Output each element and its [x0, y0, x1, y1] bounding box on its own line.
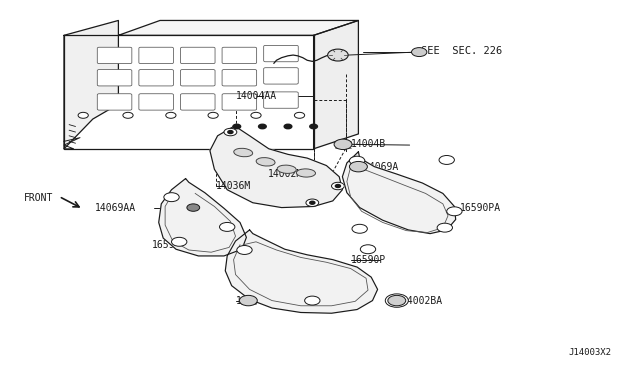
- Text: 16590P: 16590P: [351, 255, 386, 264]
- Text: 16590PA: 16590PA: [460, 203, 500, 212]
- Circle shape: [284, 124, 292, 129]
- Polygon shape: [159, 179, 246, 256]
- Text: 14069A: 14069A: [364, 162, 399, 171]
- Circle shape: [78, 112, 88, 118]
- FancyBboxPatch shape: [180, 94, 215, 110]
- Circle shape: [220, 222, 235, 231]
- Circle shape: [187, 204, 200, 211]
- Circle shape: [360, 245, 376, 254]
- Circle shape: [412, 48, 427, 57]
- Circle shape: [349, 161, 367, 172]
- Circle shape: [335, 185, 340, 187]
- Polygon shape: [314, 20, 358, 149]
- Circle shape: [334, 139, 352, 150]
- Circle shape: [294, 112, 305, 118]
- Polygon shape: [210, 126, 342, 208]
- Text: 14004B: 14004B: [351, 140, 386, 149]
- Polygon shape: [342, 152, 456, 234]
- Circle shape: [172, 237, 187, 246]
- FancyBboxPatch shape: [97, 94, 132, 110]
- Circle shape: [328, 49, 348, 61]
- FancyBboxPatch shape: [97, 70, 132, 86]
- FancyBboxPatch shape: [222, 70, 257, 86]
- FancyBboxPatch shape: [264, 68, 298, 84]
- Circle shape: [305, 296, 320, 305]
- Circle shape: [352, 224, 367, 233]
- Circle shape: [332, 182, 344, 190]
- FancyBboxPatch shape: [264, 45, 298, 62]
- Circle shape: [233, 124, 241, 129]
- FancyBboxPatch shape: [139, 47, 173, 64]
- Text: FRONT: FRONT: [24, 193, 54, 203]
- Ellipse shape: [256, 158, 275, 166]
- Circle shape: [224, 128, 237, 136]
- FancyBboxPatch shape: [264, 92, 298, 108]
- Text: 14004AD: 14004AD: [236, 296, 276, 305]
- Circle shape: [388, 295, 406, 306]
- Polygon shape: [225, 230, 378, 313]
- Ellipse shape: [277, 165, 296, 173]
- Circle shape: [259, 124, 266, 129]
- Text: 14036M: 14036M: [216, 181, 252, 191]
- Text: 14002M: 14002M: [268, 169, 303, 179]
- Text: 14004AA: 14004AA: [236, 91, 276, 101]
- FancyBboxPatch shape: [139, 94, 173, 110]
- Ellipse shape: [296, 169, 316, 177]
- Text: J14003X2: J14003X2: [568, 348, 611, 357]
- Text: 14069AA: 14069AA: [95, 203, 136, 212]
- Circle shape: [164, 193, 179, 202]
- Circle shape: [310, 201, 315, 204]
- FancyBboxPatch shape: [139, 70, 173, 86]
- Circle shape: [208, 112, 218, 118]
- Circle shape: [228, 131, 233, 134]
- Circle shape: [306, 199, 319, 206]
- Circle shape: [310, 124, 317, 129]
- Text: 14002BA: 14002BA: [402, 296, 443, 305]
- Circle shape: [123, 112, 133, 118]
- FancyBboxPatch shape: [180, 70, 215, 86]
- FancyBboxPatch shape: [97, 47, 132, 64]
- Text: 16590PB: 16590PB: [152, 240, 193, 250]
- Circle shape: [385, 294, 408, 307]
- Polygon shape: [64, 35, 314, 149]
- Polygon shape: [64, 20, 118, 149]
- Circle shape: [447, 207, 462, 216]
- Circle shape: [437, 223, 452, 232]
- Circle shape: [166, 112, 176, 118]
- Circle shape: [239, 295, 257, 306]
- Circle shape: [237, 246, 252, 254]
- Circle shape: [439, 155, 454, 164]
- Circle shape: [349, 156, 365, 165]
- Ellipse shape: [234, 148, 253, 157]
- FancyBboxPatch shape: [180, 47, 215, 64]
- FancyBboxPatch shape: [222, 47, 257, 64]
- Circle shape: [251, 112, 261, 118]
- Text: SEE  SEC. 226: SEE SEC. 226: [421, 46, 502, 56]
- FancyBboxPatch shape: [222, 94, 257, 110]
- Polygon shape: [118, 20, 358, 35]
